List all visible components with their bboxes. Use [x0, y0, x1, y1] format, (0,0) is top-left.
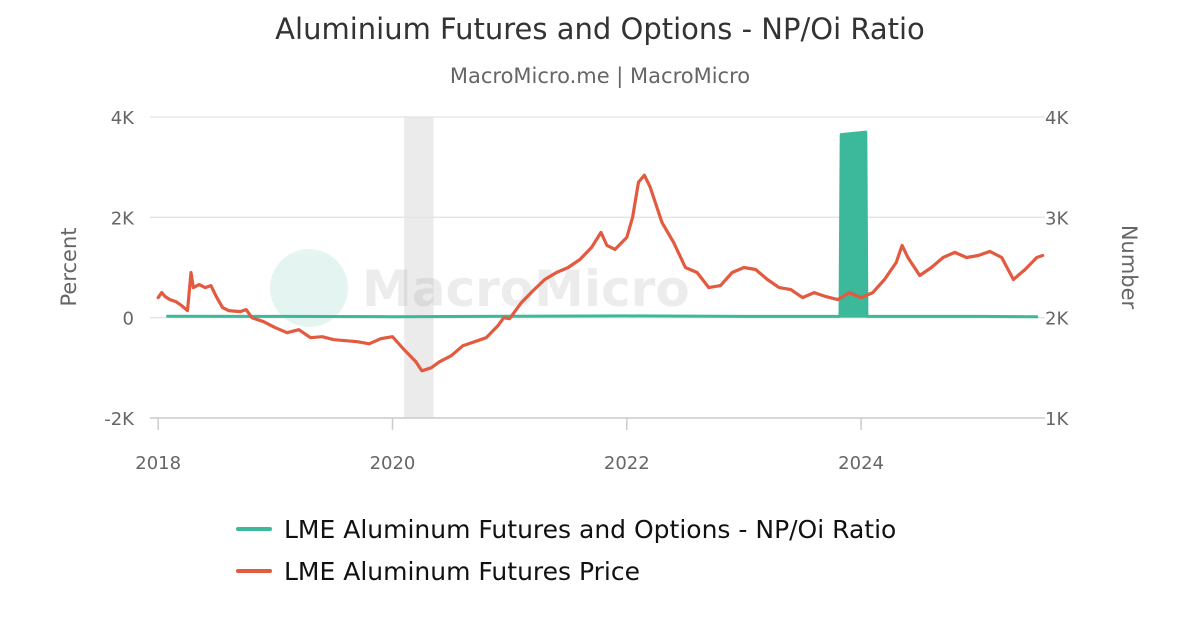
x-tick-label: 2022	[604, 453, 650, 474]
chart-subtitle: MacroMicro.me | MacroMicro	[449, 64, 751, 88]
x-tick-label: 2020	[370, 453, 416, 474]
x-tick-label: 2024	[838, 453, 884, 474]
y-right-axis-title: Number	[1117, 225, 1141, 310]
y-left-tick-label: -2K	[104, 409, 135, 430]
series-line-price	[156, 173, 1045, 373]
series-ratio-spike-area	[841, 132, 866, 318]
legend-item-ratio[interactable]: LME Aluminum Futures and Options - NP/Oi…	[236, 508, 896, 550]
chart-title: Aluminium Futures and Options - NP/Oi Ra…	[275, 12, 925, 46]
legend-item-price[interactable]: LME Aluminum Futures Price	[236, 550, 896, 592]
watermark: MacroMicro	[270, 249, 690, 327]
series-line-ratio	[166, 130, 1039, 319]
y-left-axis-title: Percent	[57, 227, 81, 306]
legend: LME Aluminum Futures and Options - NP/Oi…	[236, 508, 896, 592]
y-left-tick-label: 2K	[111, 208, 135, 229]
legend-swatch-price	[236, 569, 272, 573]
y-left-tick-label: 0	[123, 309, 134, 330]
y-right-tick-label: 4K	[1045, 108, 1069, 129]
watermark-logo	[270, 249, 348, 327]
y-left-tick-label: 4K	[111, 108, 135, 129]
legend-swatch-ratio	[236, 527, 272, 531]
legend-label-ratio: LME Aluminum Futures and Options - NP/Oi…	[284, 514, 897, 544]
watermark-text: MacroMicro	[362, 260, 690, 318]
y-right-tick-label: 1K	[1045, 409, 1069, 430]
legend-label-price: LME Aluminum Futures Price	[284, 556, 640, 586]
y-right-tick-label: 2K	[1045, 309, 1069, 330]
y-right-tick-label: 3K	[1045, 208, 1069, 229]
x-tick-label: 2018	[135, 453, 181, 474]
